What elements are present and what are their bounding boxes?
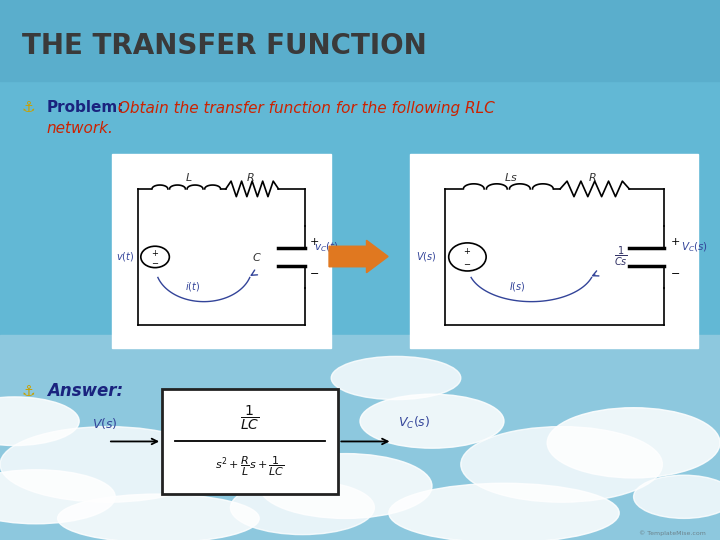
Ellipse shape bbox=[360, 394, 504, 448]
Bar bbox=[0, 335, 720, 540]
Bar bbox=[112, 154, 331, 348]
Ellipse shape bbox=[331, 356, 461, 400]
Circle shape bbox=[449, 243, 486, 271]
Text: ⚓: ⚓ bbox=[22, 384, 35, 399]
Text: ⚓: ⚓ bbox=[22, 100, 35, 116]
Bar bbox=[410, 154, 698, 348]
Text: $R$: $R$ bbox=[246, 171, 254, 183]
Text: $Ls$: $Ls$ bbox=[504, 171, 518, 183]
Text: $C$: $C$ bbox=[252, 251, 261, 263]
Text: $V(s)$: $V(s)$ bbox=[91, 416, 117, 431]
Ellipse shape bbox=[389, 483, 619, 540]
Text: $V_C(s)$: $V_C(s)$ bbox=[681, 240, 708, 254]
Text: $I(s)$: $I(s)$ bbox=[508, 280, 526, 293]
Text: $-$: $-$ bbox=[670, 267, 680, 278]
Text: $s^2+\dfrac{R}{L}s+\dfrac{1}{LC}$: $s^2+\dfrac{R}{L}s+\dfrac{1}{LC}$ bbox=[215, 455, 285, 478]
Ellipse shape bbox=[634, 475, 720, 518]
Text: Problem:: Problem: bbox=[47, 100, 125, 116]
Text: $-$: $-$ bbox=[151, 256, 159, 266]
Text: network.: network. bbox=[47, 121, 114, 136]
Circle shape bbox=[141, 246, 169, 268]
Text: $R$: $R$ bbox=[588, 171, 596, 183]
Text: © TemplateMise.com: © TemplateMise.com bbox=[639, 530, 706, 536]
Text: $+$: $+$ bbox=[310, 236, 320, 247]
Ellipse shape bbox=[0, 470, 115, 524]
Ellipse shape bbox=[547, 408, 720, 478]
Text: $\dfrac{1}{Cs}$: $\dfrac{1}{Cs}$ bbox=[613, 245, 628, 268]
Text: $+$: $+$ bbox=[670, 236, 680, 247]
Text: $v(t)$: $v(t)$ bbox=[116, 251, 135, 264]
Text: $V_C(s)$: $V_C(s)$ bbox=[398, 415, 431, 431]
Ellipse shape bbox=[461, 427, 662, 502]
Bar bbox=[162, 389, 338, 494]
Ellipse shape bbox=[0, 427, 216, 502]
Bar bbox=[0, 0, 720, 335]
Text: $+$: $+$ bbox=[151, 248, 159, 258]
Ellipse shape bbox=[0, 397, 79, 445]
Text: Answer:: Answer: bbox=[47, 382, 123, 401]
Ellipse shape bbox=[259, 454, 432, 518]
Ellipse shape bbox=[58, 494, 259, 540]
Ellipse shape bbox=[230, 481, 374, 535]
Text: $\dfrac{1}{LC}$: $\dfrac{1}{LC}$ bbox=[240, 404, 260, 433]
Ellipse shape bbox=[216, 427, 331, 470]
Text: $+$: $+$ bbox=[464, 246, 472, 256]
Text: $i(t)$: $i(t)$ bbox=[185, 280, 200, 293]
Bar bbox=[0, 0, 720, 81]
Text: $V(s)$: $V(s)$ bbox=[416, 251, 436, 264]
Text: $v_C(t)$: $v_C(t)$ bbox=[314, 240, 338, 254]
Text: $-$: $-$ bbox=[464, 258, 472, 267]
Text: $-$: $-$ bbox=[310, 267, 320, 278]
Text: THE TRANSFER FUNCTION: THE TRANSFER FUNCTION bbox=[22, 32, 426, 60]
FancyArrow shape bbox=[329, 240, 388, 273]
Text: Obtain the transfer function for the following RLC: Obtain the transfer function for the fol… bbox=[113, 100, 495, 116]
Text: $L$: $L$ bbox=[185, 171, 192, 183]
